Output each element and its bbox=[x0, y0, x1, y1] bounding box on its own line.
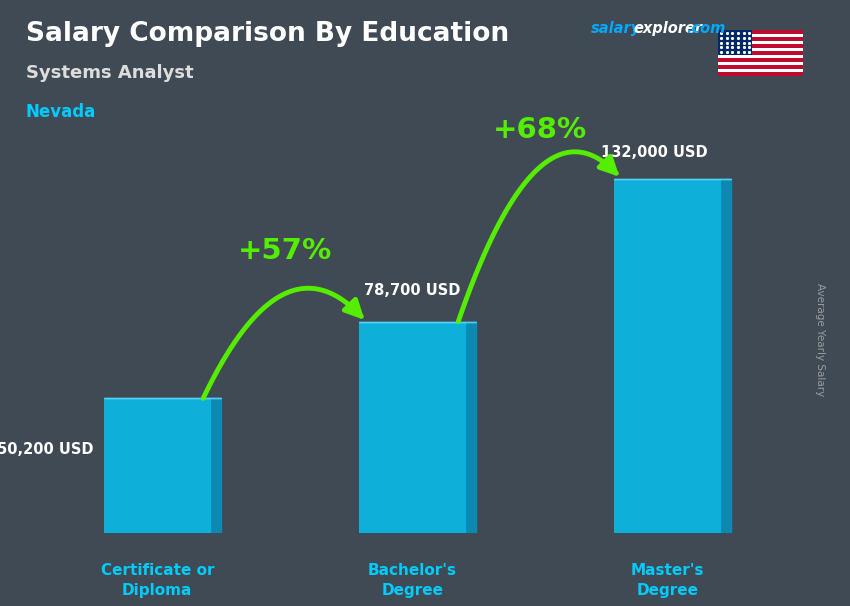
Text: Nevada: Nevada bbox=[26, 103, 96, 121]
Bar bbox=[718, 44, 803, 48]
Bar bbox=[718, 30, 803, 34]
Text: Master's
Degree: Master's Degree bbox=[631, 563, 704, 598]
Text: salary: salary bbox=[591, 21, 641, 36]
Text: +68%: +68% bbox=[493, 116, 586, 144]
Bar bbox=[718, 34, 803, 38]
Text: 78,700 USD: 78,700 USD bbox=[364, 283, 461, 298]
Bar bbox=[359, 322, 466, 533]
Bar bbox=[718, 65, 803, 68]
Text: .com: .com bbox=[687, 21, 726, 36]
Bar bbox=[718, 55, 803, 58]
Text: 50,200 USD: 50,200 USD bbox=[0, 442, 94, 457]
Bar bbox=[718, 30, 752, 55]
Text: Systems Analyst: Systems Analyst bbox=[26, 64, 193, 82]
Text: Average Yearly Salary: Average Yearly Salary bbox=[815, 283, 825, 396]
Bar bbox=[718, 48, 803, 52]
Text: explorer: explorer bbox=[633, 21, 702, 36]
Text: +57%: +57% bbox=[238, 237, 332, 265]
Bar bbox=[718, 62, 803, 65]
Polygon shape bbox=[211, 398, 221, 533]
Polygon shape bbox=[466, 322, 476, 533]
Bar bbox=[718, 41, 803, 44]
Bar bbox=[718, 72, 803, 76]
Bar bbox=[104, 398, 211, 533]
Bar bbox=[718, 68, 803, 72]
Bar bbox=[718, 38, 803, 41]
Text: Bachelor's
Degree: Bachelor's Degree bbox=[368, 563, 456, 598]
Text: 132,000 USD: 132,000 USD bbox=[601, 145, 708, 160]
Text: Certificate or
Diploma: Certificate or Diploma bbox=[100, 563, 214, 598]
Bar bbox=[718, 52, 803, 55]
Bar bbox=[614, 179, 721, 533]
Text: Salary Comparison By Education: Salary Comparison By Education bbox=[26, 21, 508, 47]
Polygon shape bbox=[721, 179, 731, 533]
Bar bbox=[718, 58, 803, 62]
